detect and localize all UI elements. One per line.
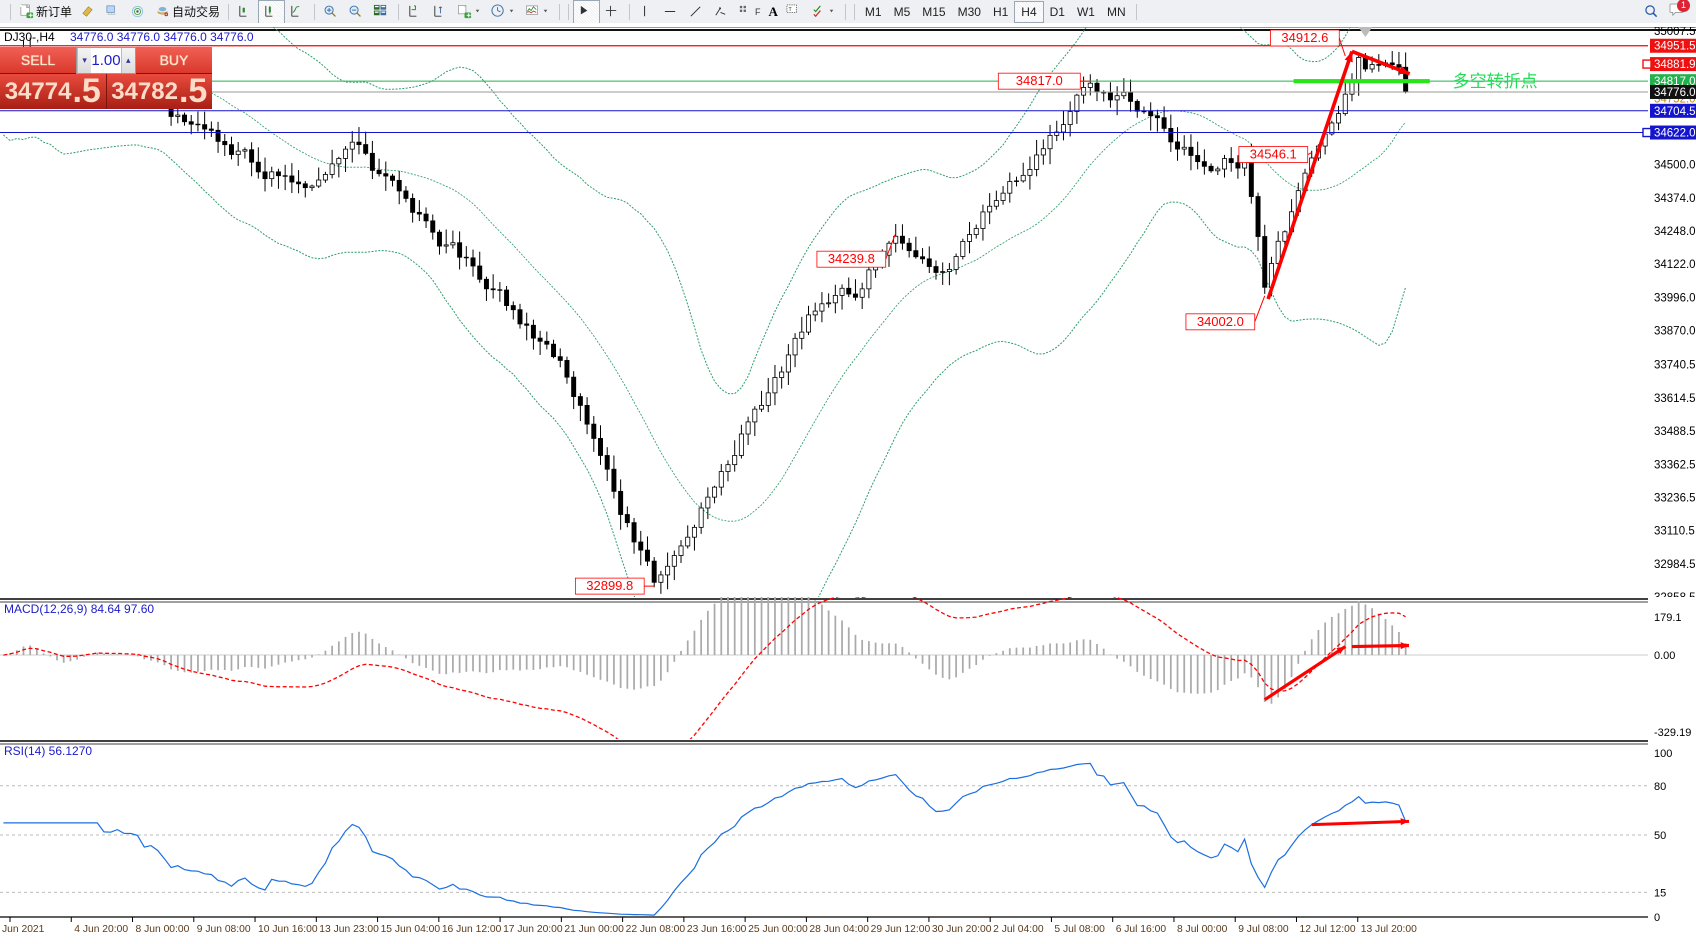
svg-text:25 Jun 00:00: 25 Jun 00:00 [748, 924, 808, 935]
svg-text:22 Jun 08:00: 22 Jun 08:00 [626, 924, 686, 935]
svg-text:34002.0: 34002.0 [1197, 314, 1244, 329]
svg-text:6 Jul 16:00: 6 Jul 16:00 [1116, 924, 1167, 935]
svg-text:21 Jun 00:00: 21 Jun 00:00 [564, 924, 624, 935]
svg-text:15 Jun 04:00: 15 Jun 04:00 [381, 924, 441, 935]
svg-text:100: 100 [1654, 748, 1672, 760]
svg-text:5 Jul 08:00: 5 Jul 08:00 [1054, 924, 1105, 935]
svg-text:10 Jun 16:00: 10 Jun 16:00 [258, 924, 318, 935]
svg-text:34546.1: 34546.1 [1250, 147, 1297, 162]
svg-text:多空转折点: 多空转折点 [1453, 72, 1538, 91]
svg-text:34776.0 34776.0 34776.0 34776.: 34776.0 34776.0 34776.0 34776.0 [70, 30, 254, 44]
svg-text:13 Jun 23:00: 13 Jun 23:00 [319, 924, 379, 935]
svg-text:4 Jun 20:00: 4 Jun 20:00 [74, 924, 128, 935]
svg-text:T: T [788, 7, 792, 13]
svg-text:8 Jun 00:00: 8 Jun 00:00 [136, 924, 190, 935]
svg-text:179.1: 179.1 [1654, 612, 1682, 624]
svg-text:8 Jul 00:00: 8 Jul 00:00 [1177, 924, 1228, 935]
svg-text:29 Jun 12:00: 29 Jun 12:00 [871, 924, 931, 935]
svg-text:15: 15 [1654, 887, 1666, 899]
svg-text:34912.6: 34912.6 [1281, 30, 1328, 45]
svg-text:Jun 2021: Jun 2021 [2, 924, 45, 935]
svg-text:28 Jun 04:00: 28 Jun 04:00 [809, 924, 869, 935]
svg-text:9 Jun 08:00: 9 Jun 08:00 [197, 924, 251, 935]
svg-text:MACD(12,26,9) 84.64 97.60: MACD(12,26,9) 84.64 97.60 [4, 602, 154, 616]
svg-text:12 Jul 12:00: 12 Jul 12:00 [1299, 924, 1355, 935]
svg-text:17 Jun 20:00: 17 Jun 20:00 [503, 924, 563, 935]
svg-text:50: 50 [1654, 830, 1666, 842]
svg-text:9 Jul 08:00: 9 Jul 08:00 [1238, 924, 1289, 935]
svg-text:RSI(14) 56.1270: RSI(14) 56.1270 [4, 744, 92, 758]
svg-text:2 Jul 04:00: 2 Jul 04:00 [993, 924, 1044, 935]
svg-text:0.00: 0.00 [1654, 650, 1675, 662]
svg-text:-329.19: -329.19 [1654, 727, 1691, 739]
svg-text:80: 80 [1654, 781, 1666, 793]
svg-text:34239.8: 34239.8 [828, 251, 875, 266]
svg-text:23 Jun 16:00: 23 Jun 16:00 [687, 924, 747, 935]
svg-text:0: 0 [1654, 912, 1660, 924]
svg-text:32899.8: 32899.8 [586, 578, 633, 593]
svg-text:13 Jul 20:00: 13 Jul 20:00 [1361, 924, 1417, 935]
svg-text:30 Jun 20:00: 30 Jun 20:00 [932, 924, 992, 935]
svg-text:34817.0: 34817.0 [1016, 73, 1063, 88]
svg-text:DJ30-,H4: DJ30-,H4 [4, 30, 55, 44]
svg-text:16 Jun 12:00: 16 Jun 12:00 [442, 924, 502, 935]
